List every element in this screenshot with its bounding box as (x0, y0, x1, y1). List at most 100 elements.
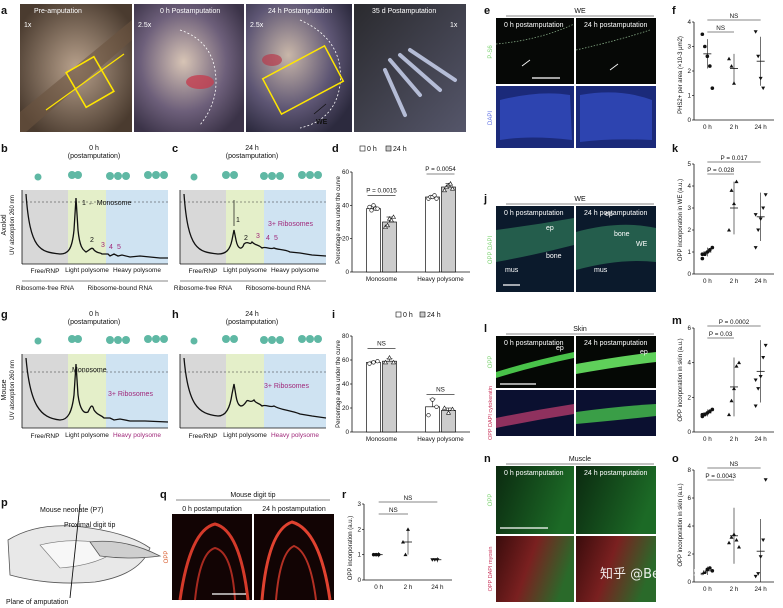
data-point (708, 566, 712, 570)
panel-j: j WE 0 h postamputation 24 h postamputat… (483, 193, 656, 292)
panel-letter-d: d (332, 143, 339, 155)
data-point (763, 193, 768, 197)
panel-l: l Skin 0 h postamputation 24 h postamput… (484, 323, 656, 440)
tile-title: 35 d Postamputation (372, 8, 436, 15)
region-title: Skin (573, 326, 587, 333)
panel-g: g 0 h (postamputation) Mouse UV absorpti… (1, 309, 169, 440)
y-tick-label: 20 (342, 236, 350, 243)
category-label: 0 h (703, 124, 712, 131)
magnification-label: 1x (450, 22, 458, 29)
tile-title: 0 h Postamputation (160, 8, 220, 15)
ribosome-icons (190, 335, 322, 345)
panel-r: r OPP incorporation (a.u.) 0 1 2 3 0 h 2 h 24 … (342, 489, 452, 591)
data-point (753, 213, 758, 217)
data-point (710, 407, 715, 412)
data-point (432, 193, 437, 198)
panel-d: d 0 h 24 h Percentage area under the cur… (332, 143, 470, 283)
region-label: Heavy polysome (271, 432, 319, 439)
region-label: Heavy polysome (271, 267, 319, 274)
panel-letter-m: m (672, 315, 682, 327)
magnification-label: 2.5x (138, 22, 152, 29)
significance-label: NS (377, 341, 386, 348)
timepoint-label: 0 h (89, 311, 99, 318)
scatter-chart-k: 0 1 2 3 4 5 0 h 2 h 24 h P = 0.017 P = 0.028 (687, 155, 774, 285)
data-point (435, 558, 440, 562)
timepoint-sublabel: (postamputation) (68, 153, 121, 160)
significance-label: NS (730, 461, 739, 468)
data-point (734, 179, 739, 184)
data-point (729, 535, 734, 539)
peak-number: 2 (244, 235, 248, 242)
significance-label: P = 0.028 (707, 167, 735, 174)
scatter-chart-r: 0 1 2 3 0 h 2 h 24 h NS NS (357, 495, 452, 591)
scatter-chart-m: 0 2 4 6 0 h 2 h 24 h P = 0.0002 P = 0.03 (687, 319, 774, 443)
panel-q: q Mouse digit tip 0 h postamputation 24 … (160, 489, 334, 601)
magnification-label: 2.5x (250, 22, 264, 29)
y-tick-label: 1 (687, 93, 691, 100)
data-point (710, 86, 715, 90)
data-point (758, 217, 763, 221)
data-point (449, 406, 456, 411)
significance-label: NS (716, 25, 725, 32)
channel-label: OPP (488, 356, 494, 369)
data-point (705, 250, 710, 254)
photo-tile-pre-amputation: Pre-amputation 1x (20, 4, 132, 132)
panel-n: n Muscle 0 h postamputation 24 h postamp… (484, 453, 656, 602)
column-label: 24 h postamputation (584, 470, 648, 477)
bar-chart-i: 0 20 40 60 80 Monosome NS Heavy polysome NS (342, 333, 470, 443)
data-point (375, 359, 380, 364)
data-point (756, 228, 761, 232)
panel-letter-q: q (160, 489, 167, 501)
magnification-label: 1x (24, 22, 32, 29)
column-label: 0 h postamputation (504, 22, 564, 29)
scatter-chart-o: 0 2 4 6 8 0 h 2 h 24 h NS P = 0.0043 (687, 461, 774, 593)
panel-letter-o: o (672, 453, 679, 465)
column-label: 0 h postamputation (504, 470, 564, 477)
data-point (705, 411, 710, 415)
photo-tile-0h: 0 h Postamputation 2.5x (134, 4, 244, 132)
channel-label: OPP (488, 494, 494, 507)
data-point (703, 412, 707, 417)
panel-k: k OPP incorporation in WE (a.u.) 0123450… (672, 143, 774, 285)
y-tick-label: 4 (687, 523, 691, 530)
panel-letter-g: g (1, 309, 8, 321)
micrograph-merge-24h (576, 536, 656, 602)
y-axis-label: PHS2+ per area (×10-3 μm2) (678, 36, 684, 114)
bar (366, 362, 381, 433)
data-point (753, 404, 758, 408)
y-axis-label: Percentage area under the curve (336, 339, 342, 427)
significance-label: P = 0.0043 (705, 473, 736, 480)
y-axis-label: UV absorption 260 nm (10, 360, 16, 420)
data-point (753, 378, 758, 382)
data-point (426, 413, 431, 418)
species-label: Axolotl (1, 214, 8, 235)
panel-i: i 0 h 24 h Percentage area under the cur… (332, 309, 470, 443)
data-point (434, 196, 439, 201)
y-tick-label: 0 (357, 577, 361, 584)
bar-chart-d: 0 20 40 60 Monosome P = 0.0015 Heavy polysome P… (342, 166, 470, 283)
category-label: 0 h (703, 436, 712, 443)
panel-letter-h: h (172, 309, 179, 321)
panel-m: m OPP incorporation in skin (a.u.) 02460… (672, 315, 774, 443)
panel-letter-i: i (332, 309, 335, 321)
region-title: Mouse digit tip (230, 492, 275, 499)
category-label: 0 h (703, 278, 712, 285)
data-point (708, 248, 712, 252)
significance-label: P = 0.0054 (425, 166, 456, 173)
data-point (708, 64, 712, 68)
category-label: 24 h (755, 278, 768, 285)
panel-letter-k: k (672, 143, 679, 155)
tissue-label: ep (640, 349, 648, 356)
data-point (761, 86, 766, 91)
column-label: 24 h postamputation (584, 340, 648, 347)
peak-number: 3 (256, 233, 260, 240)
timepoint-label: 0 h (89, 145, 99, 152)
channel-label: OPP DAPI myosin (488, 547, 494, 592)
micrograph-24h (254, 514, 334, 600)
legend-label: 0 h (367, 146, 377, 153)
data-point (763, 343, 768, 348)
peak-number: 4 (109, 244, 113, 251)
column-label: 24 h postamputation (584, 210, 648, 217)
significance-label: NS (389, 507, 398, 514)
y-tick-label: 0 (687, 579, 691, 586)
